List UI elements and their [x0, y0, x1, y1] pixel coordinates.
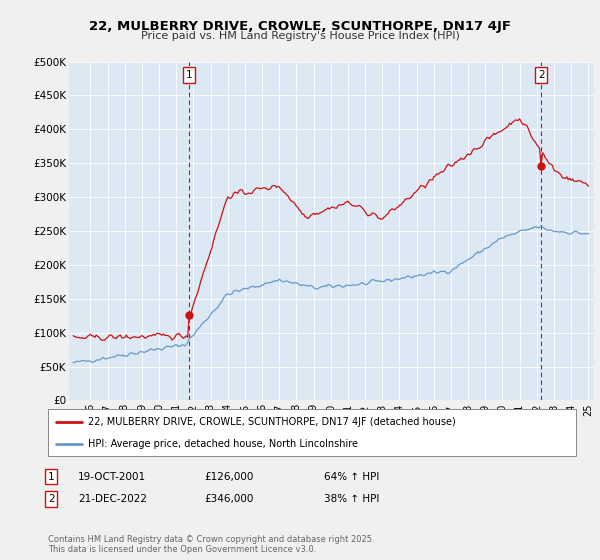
Text: 38% ↑ HPI: 38% ↑ HPI [324, 494, 379, 504]
Text: Contains HM Land Registry data © Crown copyright and database right 2025.
This d: Contains HM Land Registry data © Crown c… [48, 535, 374, 554]
Text: Price paid vs. HM Land Registry's House Price Index (HPI): Price paid vs. HM Land Registry's House … [140, 31, 460, 41]
FancyBboxPatch shape [48, 409, 576, 456]
Text: 22, MULBERRY DRIVE, CROWLE, SCUNTHORPE, DN17 4JF (detached house): 22, MULBERRY DRIVE, CROWLE, SCUNTHORPE, … [88, 417, 455, 427]
Text: 21-DEC-2022: 21-DEC-2022 [78, 494, 147, 504]
Text: 1: 1 [48, 472, 55, 482]
Text: HPI: Average price, detached house, North Lincolnshire: HPI: Average price, detached house, Nort… [88, 438, 358, 449]
Text: 2: 2 [538, 70, 544, 80]
Text: 64% ↑ HPI: 64% ↑ HPI [324, 472, 379, 482]
Text: 19-OCT-2001: 19-OCT-2001 [78, 472, 146, 482]
Text: 22, MULBERRY DRIVE, CROWLE, SCUNTHORPE, DN17 4JF: 22, MULBERRY DRIVE, CROWLE, SCUNTHORPE, … [89, 20, 511, 32]
Text: 1: 1 [186, 70, 193, 80]
Text: £126,000: £126,000 [204, 472, 253, 482]
Text: £346,000: £346,000 [204, 494, 253, 504]
Text: 2: 2 [48, 494, 55, 504]
